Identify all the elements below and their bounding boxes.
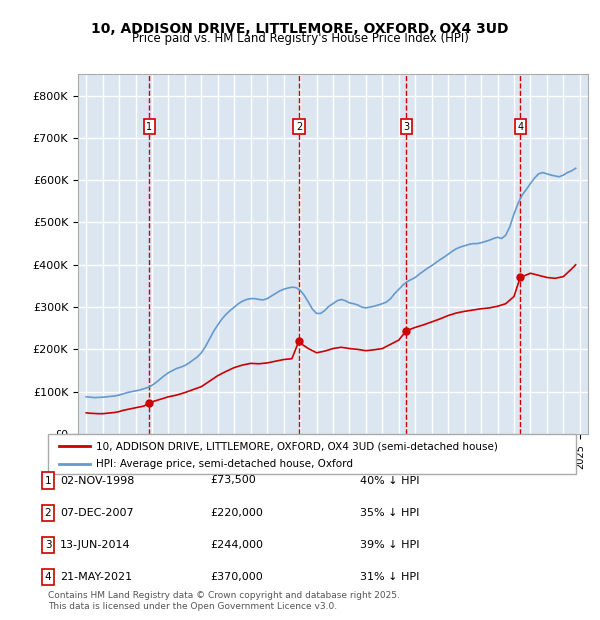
Text: 1: 1	[44, 476, 52, 485]
Text: 2: 2	[296, 122, 302, 131]
Text: 40% ↓ HPI: 40% ↓ HPI	[360, 476, 419, 485]
Text: 35% ↓ HPI: 35% ↓ HPI	[360, 508, 419, 518]
FancyBboxPatch shape	[48, 434, 576, 474]
Text: 39% ↓ HPI: 39% ↓ HPI	[360, 540, 419, 550]
Text: 3: 3	[44, 540, 52, 550]
Text: 3: 3	[403, 122, 409, 131]
Text: 4: 4	[44, 572, 52, 582]
Text: 4: 4	[517, 122, 523, 131]
Text: 07-DEC-2007: 07-DEC-2007	[60, 508, 134, 518]
Text: 21-MAY-2021: 21-MAY-2021	[60, 572, 132, 582]
Text: 2: 2	[44, 508, 52, 518]
Text: Contains HM Land Registry data © Crown copyright and database right 2025.
This d: Contains HM Land Registry data © Crown c…	[48, 591, 400, 611]
Text: £370,000: £370,000	[210, 572, 263, 582]
Text: £73,500: £73,500	[210, 476, 256, 485]
Text: HPI: Average price, semi-detached house, Oxford: HPI: Average price, semi-detached house,…	[95, 459, 353, 469]
Text: 10, ADDISON DRIVE, LITTLEMORE, OXFORD, OX4 3UD (semi-detached house): 10, ADDISON DRIVE, LITTLEMORE, OXFORD, O…	[95, 441, 497, 451]
Text: 13-JUN-2014: 13-JUN-2014	[60, 540, 131, 550]
Text: 31% ↓ HPI: 31% ↓ HPI	[360, 572, 419, 582]
Text: 1: 1	[146, 122, 152, 131]
Text: 02-NOV-1998: 02-NOV-1998	[60, 476, 134, 485]
Text: 10, ADDISON DRIVE, LITTLEMORE, OXFORD, OX4 3UD: 10, ADDISON DRIVE, LITTLEMORE, OXFORD, O…	[91, 22, 509, 36]
Text: Price paid vs. HM Land Registry's House Price Index (HPI): Price paid vs. HM Land Registry's House …	[131, 32, 469, 45]
Text: £244,000: £244,000	[210, 540, 263, 550]
Text: £220,000: £220,000	[210, 508, 263, 518]
